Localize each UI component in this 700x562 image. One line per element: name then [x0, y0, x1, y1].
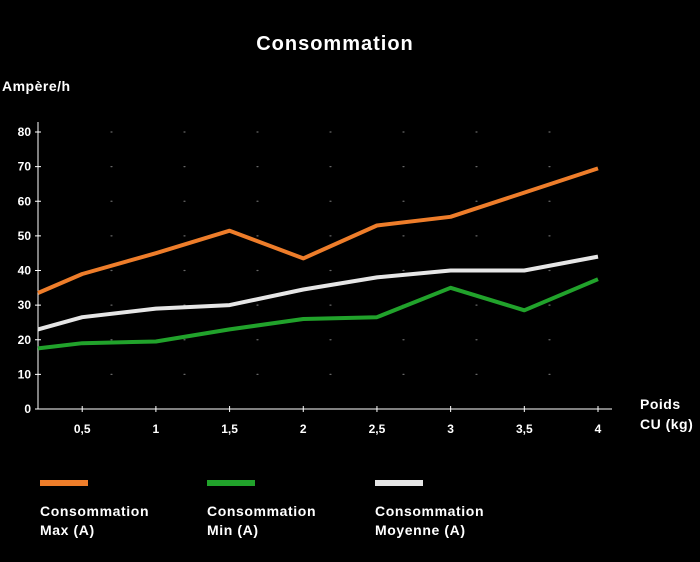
legend-item-min: Consommation Min (A)	[207, 480, 316, 540]
legend-swatch-max	[40, 480, 88, 486]
series-line-2	[37, 254, 599, 332]
y-tick-label-2: 20	[18, 333, 32, 347]
legend-swatch-moyenne	[375, 480, 423, 486]
x-tick-label-4: 2,5	[369, 422, 386, 436]
x-tick-label-0: 0,5	[74, 422, 91, 436]
x-tick-label-1: 1	[153, 422, 160, 436]
y-tick-label-0: 0	[24, 402, 31, 416]
y-tick-label-3: 30	[18, 298, 32, 312]
chart-title: Consommation	[256, 33, 414, 55]
series-line-1	[37, 277, 599, 351]
legend-item-max: Consommation Max (A)	[40, 480, 149, 540]
y-tick-label-7: 70	[18, 160, 32, 174]
x-tick-label-2: 1,5	[221, 422, 238, 436]
x-axis-label: Poids CU (kg)	[640, 394, 693, 434]
x-tick-label-3: 2	[300, 422, 307, 436]
y-tick-label-8: 80	[18, 125, 32, 139]
x-tick-label-6: 3,5	[516, 422, 533, 436]
legend-label-min: Consommation Min (A)	[207, 503, 317, 538]
y-tick-label-6: 60	[18, 194, 32, 208]
x-tick-label-7: 4	[595, 422, 602, 436]
y-tick-label-4: 40	[18, 264, 32, 278]
x-axis-label-line-1: Poids	[640, 396, 681, 412]
y-tick-label-5: 50	[18, 229, 32, 243]
legend-swatch-min	[207, 480, 255, 486]
series-line-0	[37, 166, 599, 295]
legend-label-max: Consommation Max (A)	[40, 503, 150, 538]
y-tick-label-1: 10	[18, 367, 32, 381]
legend-item-moyenne: Consommation Moyenne (A)	[375, 480, 484, 540]
x-axis-label-line-2: CU (kg)	[640, 416, 694, 432]
x-tick-label-5: 3	[447, 422, 454, 436]
legend-label-moyenne: Consommation Moyenne (A)	[375, 503, 485, 538]
y-axis-label: Ampère/h	[2, 78, 71, 94]
